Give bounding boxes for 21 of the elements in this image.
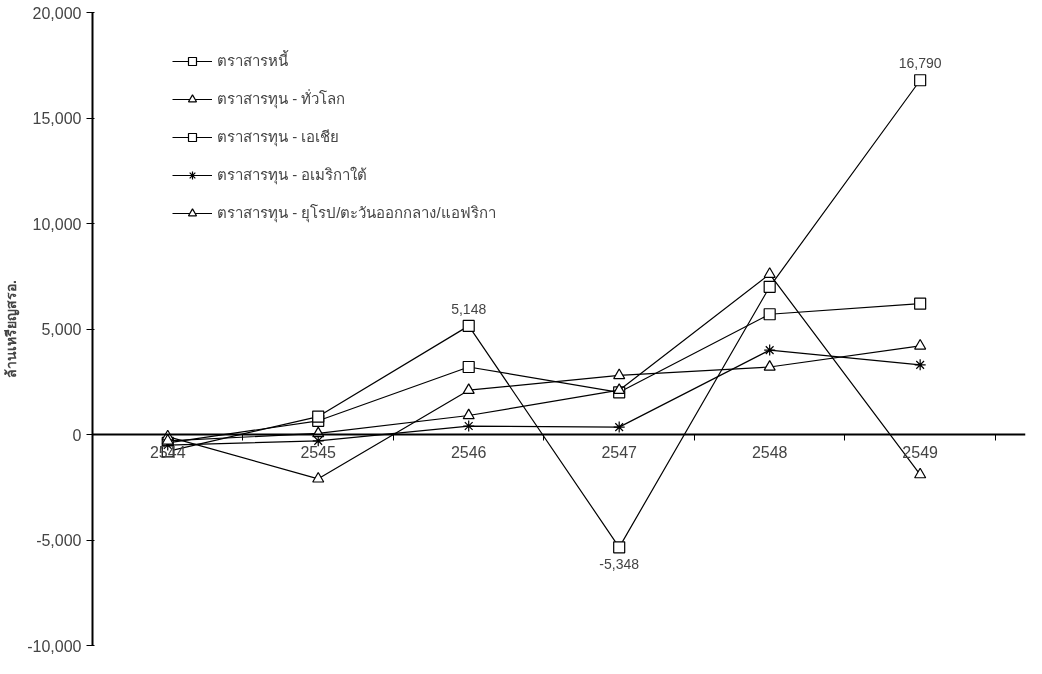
y-tick-label: 5,000 — [41, 321, 82, 338]
annotation: 5,148 — [451, 300, 487, 317]
x-tick-label: 2546 — [450, 443, 487, 461]
y-tick-label: -5,000 — [36, 532, 82, 549]
y-tick-label: 10,000 — [32, 215, 82, 233]
legend-label: ตราสารหนี้ — [217, 49, 288, 71]
legend-label: ตราสารทุน - ยุโรป/ตะวันออกกลาง/แอฟริกา — [217, 203, 496, 225]
legend-label: ตราสารทุน - เอเชีย — [217, 127, 340, 149]
legend-label: ตราสารทุน - ทั่วโลก — [217, 88, 346, 111]
y-tick-label: 0 — [72, 426, 82, 444]
y-tick-label: -10,000 — [27, 637, 82, 655]
x-tick-label: 2545 — [300, 443, 337, 461]
x-tick-label: 2548 — [751, 443, 788, 461]
legend-label: ตราสารทุน - อเมริกาใต้ — [217, 165, 368, 187]
y-tick-label: 15,000 — [32, 110, 82, 127]
annotation: -5,348 — [599, 556, 640, 573]
x-tick-label: 2547 — [601, 443, 638, 461]
y-tick-label: 20,000 — [32, 4, 82, 22]
x-tick-label: 2549 — [902, 443, 939, 461]
y-axis-title: ล้านเหรียญสรอ. — [3, 280, 21, 378]
annotation: 16,790 — [898, 55, 942, 72]
